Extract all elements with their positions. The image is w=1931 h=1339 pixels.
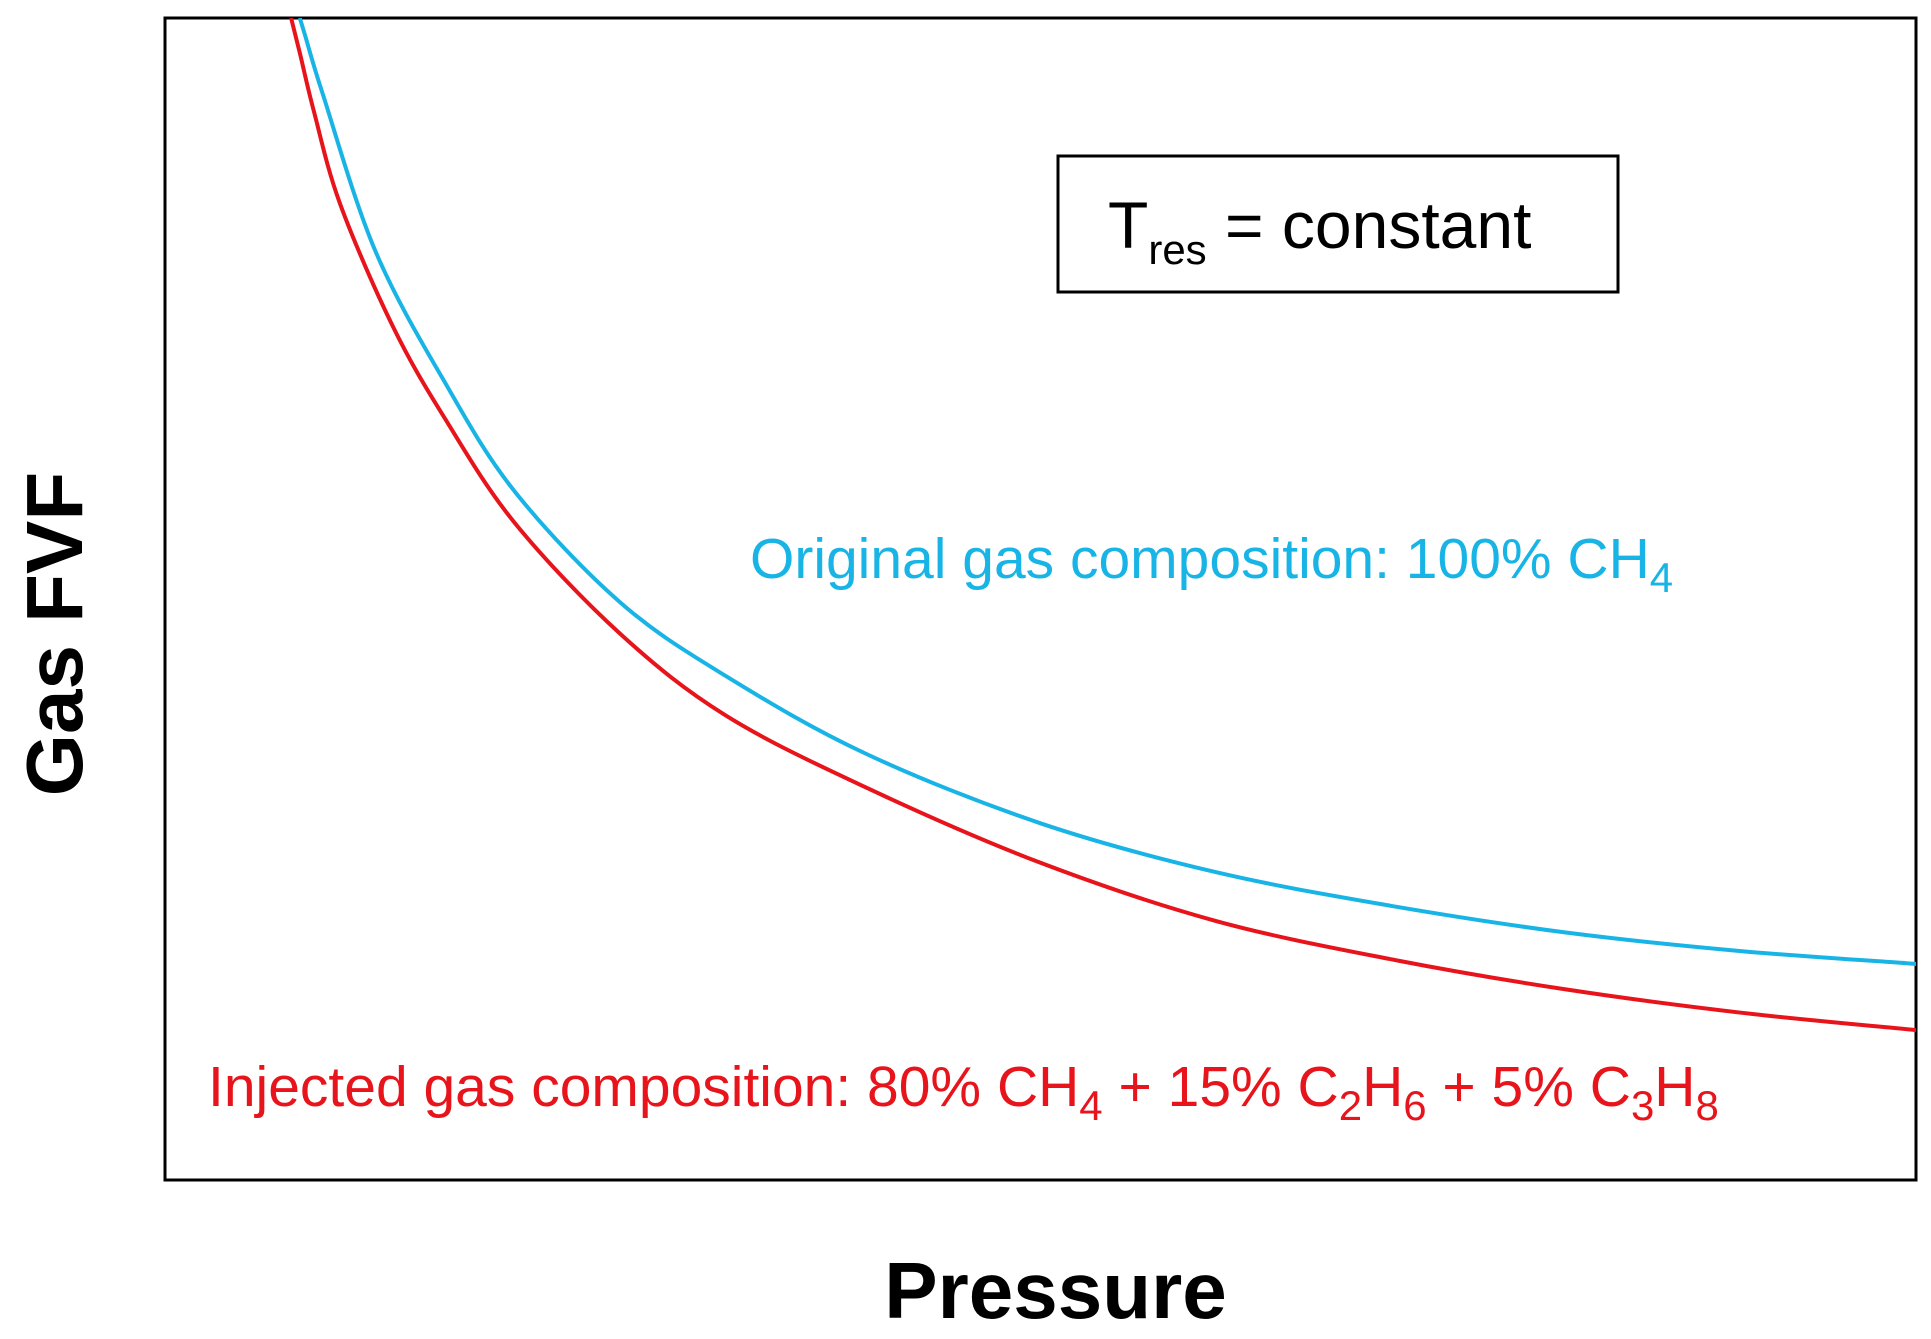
original-gas-label: Original gas composition: 100% CH4​ <box>750 527 1673 601</box>
injected-gas-curve <box>289 18 1916 1033</box>
original-gas-curve <box>297 18 1916 966</box>
plot-area-frame <box>163 16 1918 1182</box>
series-layer <box>289 18 1916 1033</box>
y-axis-title: Gas FVF <box>10 472 99 797</box>
series-labels: Original gas composition: 100% CH4​ Injec… <box>208 527 1719 1129</box>
injected-gas-label: Injected gas composition: 80% CH4​ + 15%… <box>208 1055 1719 1129</box>
x-axis-title: Pressure <box>884 1246 1226 1335</box>
annotation-box: Tres = constant <box>1056 154 1620 294</box>
annotation-box-frame <box>1056 154 1620 294</box>
annotation-box-text: Tres = constant <box>1108 188 1531 273</box>
